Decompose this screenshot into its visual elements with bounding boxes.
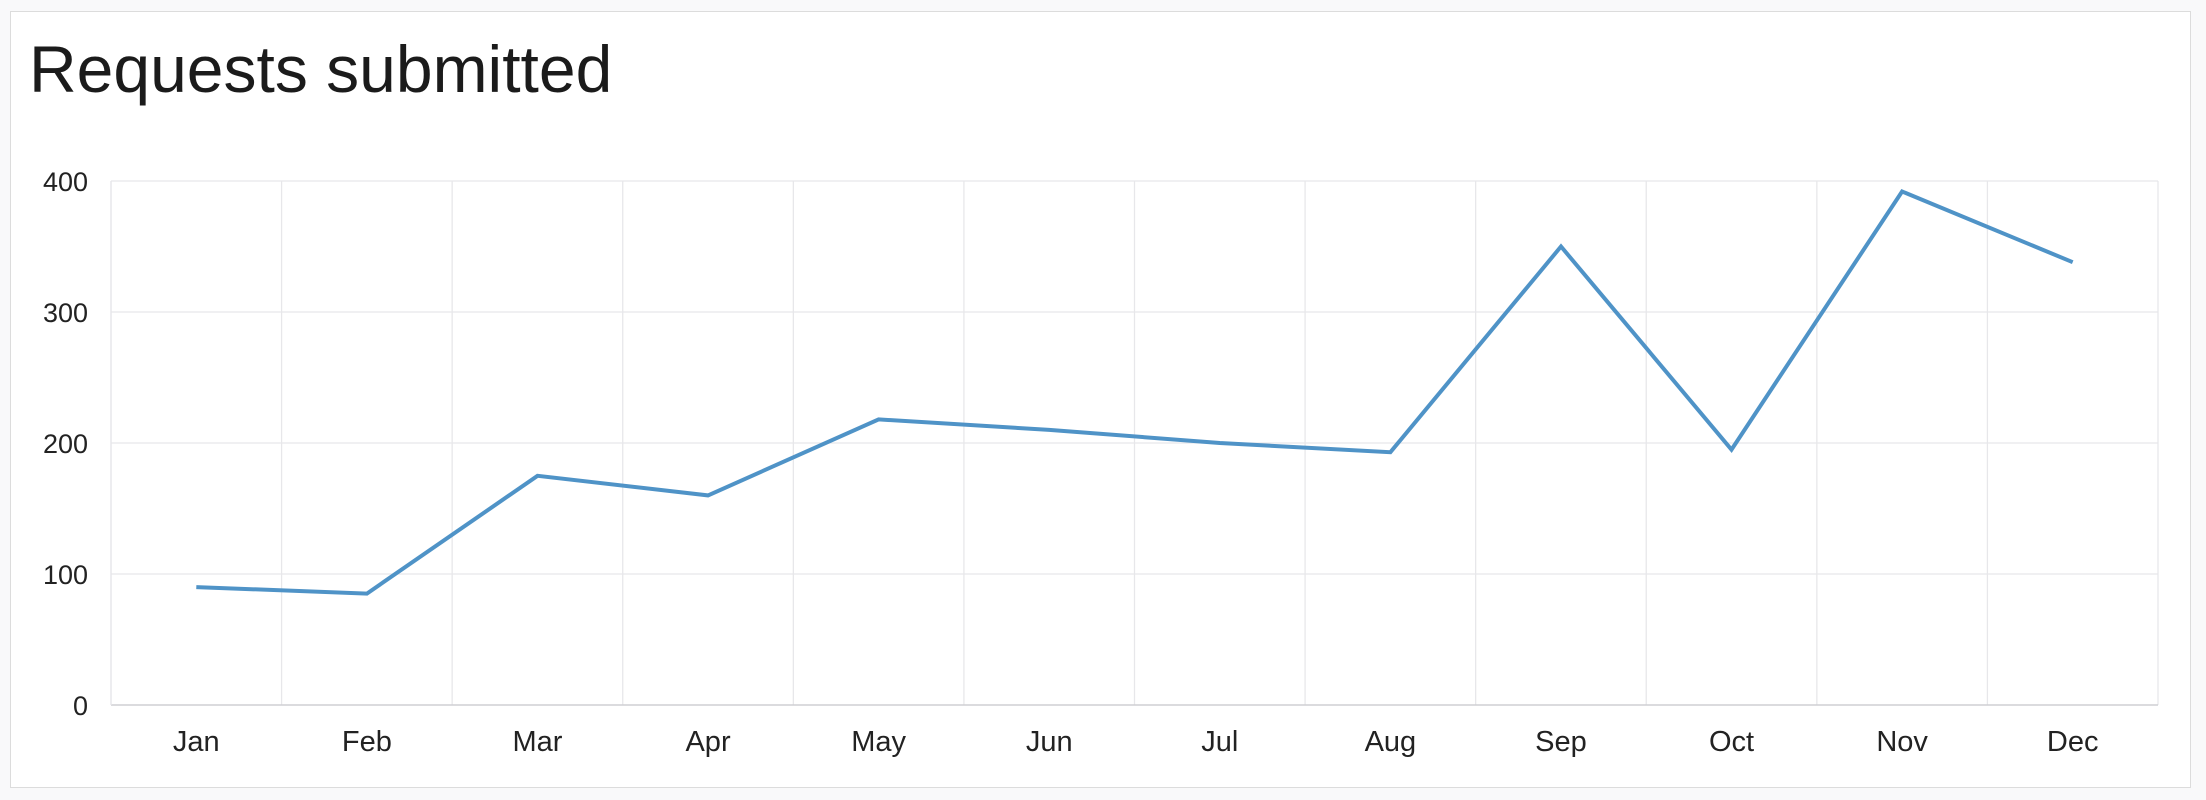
svg-text:300: 300 xyxy=(43,298,88,328)
svg-text:200: 200 xyxy=(43,429,88,459)
svg-text:Apr: Apr xyxy=(685,726,730,758)
svg-text:Jun: Jun xyxy=(1026,726,1073,758)
svg-text:0: 0 xyxy=(73,691,88,721)
svg-text:Oct: Oct xyxy=(1709,726,1754,758)
svg-text:Feb: Feb xyxy=(342,726,392,758)
svg-text:Jan: Jan xyxy=(173,726,220,758)
svg-text:Dec: Dec xyxy=(2047,726,2099,758)
svg-text:Aug: Aug xyxy=(1365,726,1417,758)
svg-text:Jul: Jul xyxy=(1201,726,1238,758)
svg-text:Mar: Mar xyxy=(512,726,562,758)
svg-text:100: 100 xyxy=(43,560,88,590)
svg-text:Nov: Nov xyxy=(1876,726,1928,758)
svg-text:Sep: Sep xyxy=(1535,726,1587,758)
svg-text:400: 400 xyxy=(43,167,88,197)
svg-text:May: May xyxy=(851,726,906,758)
